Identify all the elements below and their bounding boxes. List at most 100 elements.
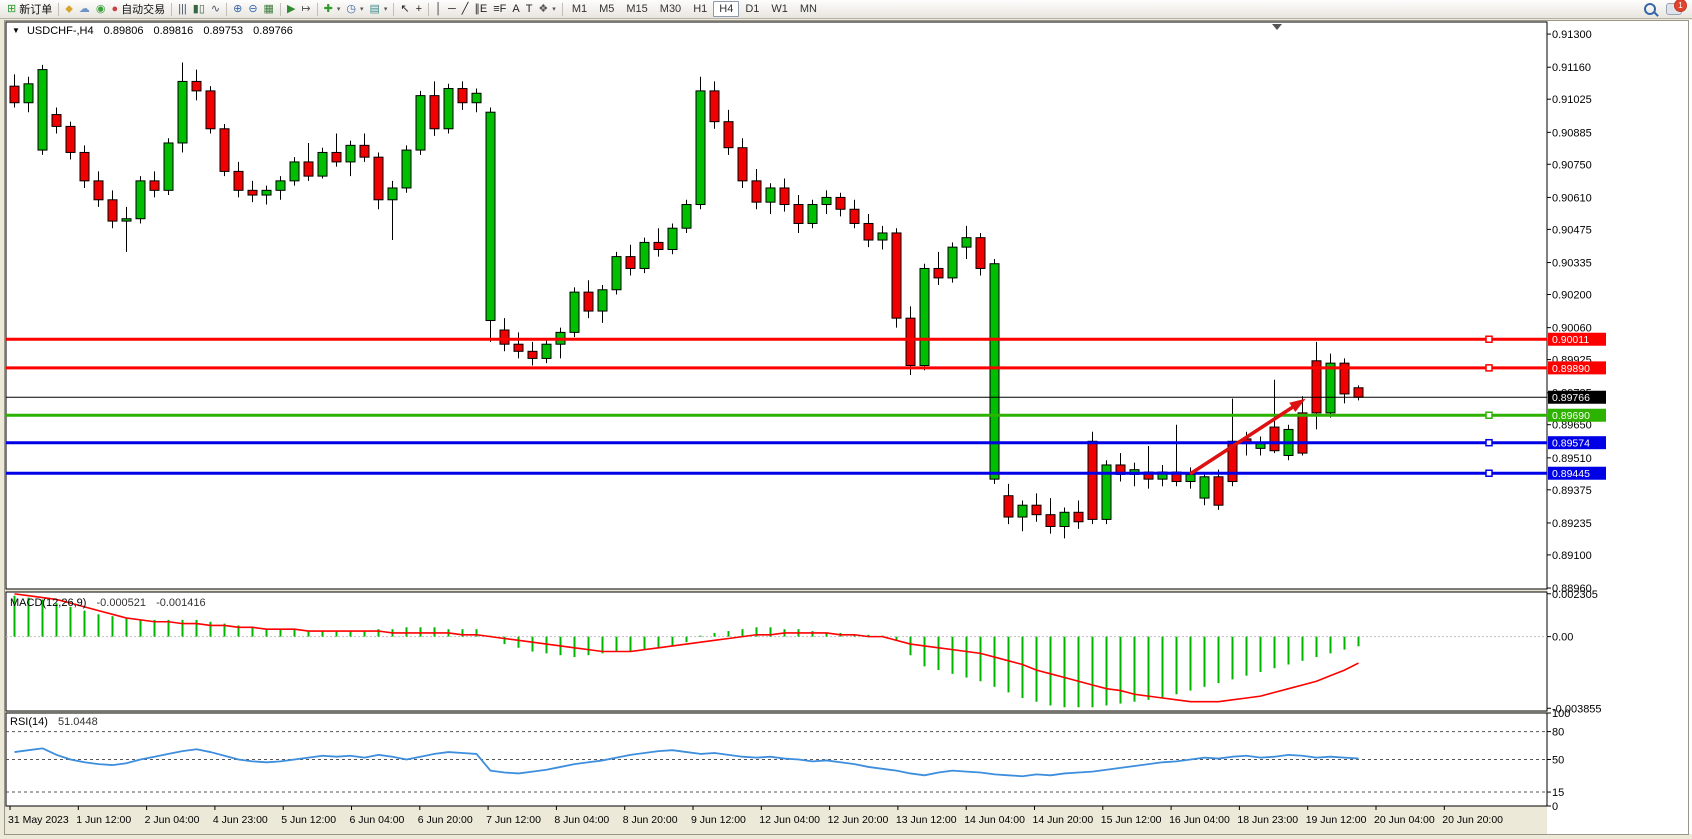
timeframe-h1-button[interactable]: H1	[693, 3, 708, 15]
price-tick-label: 0.90475	[1552, 224, 1592, 236]
candle-bearish	[1297, 396, 1308, 456]
market-watch-button[interactable]: ⬥	[62, 2, 76, 17]
macd-pane[interactable]	[5, 591, 1548, 712]
candle-bearish	[793, 195, 804, 233]
indicators-button[interactable]: ✚ ▾	[321, 2, 344, 17]
time-label: 6 Jun 04:00	[350, 814, 405, 826]
toolbar-separator	[316, 2, 318, 16]
chevron-down-icon: ▾	[383, 6, 388, 13]
main-pane[interactable]	[5, 21, 1548, 590]
candle-bearish	[975, 232, 986, 276]
window-border	[4, 20, 1689, 835]
time-label: 18 Jun 23:00	[1237, 814, 1298, 826]
macd-name: MACD(12,26,9)	[10, 597, 87, 609]
timeframe-m1-button[interactable]: M1	[571, 3, 588, 15]
chart-shift-button[interactable]: ↦	[298, 2, 313, 17]
time-label: 1 Jun 12:00	[76, 814, 131, 826]
chart-window[interactable]: 0.91300 0.91160 0.91025 0.90885 0.90750 0.906…	[0, 19, 1692, 839]
time-label: 5 Jun 12:00	[281, 814, 336, 826]
chart-canvas[interactable]: 0.91300 0.91160 0.91025 0.90885 0.90750 0.906…	[0, 19, 1692, 839]
auto-scroll-button[interactable]: ▶	[284, 2, 298, 17]
zoom-out-button[interactable]: ⊖	[245, 2, 260, 17]
notifications-icon[interactable]: 1	[1666, 0, 1687, 15]
price-tag	[1548, 390, 1606, 404]
toolbar-separator	[58, 2, 60, 16]
data-window-button[interactable]: ☁	[76, 2, 93, 17]
chart-title-open: 0.89806	[103, 25, 144, 37]
candle-bullish	[1199, 472, 1210, 506]
timeframe-d1-button[interactable]: D1	[745, 3, 760, 15]
trend-arrow-head[interactable]	[1289, 398, 1306, 412]
candle-bearish	[583, 280, 594, 319]
candle-bullish	[23, 76, 34, 113]
chart-dropdown-icon[interactable]: ▼	[12, 26, 20, 35]
trendline-button[interactable]: ╱	[459, 2, 472, 17]
timeframe-mn-button[interactable]: MN	[799, 3, 817, 15]
chevron-down-icon: ▾	[359, 6, 364, 13]
level-handle[interactable]	[1485, 411, 1493, 419]
fibonacci-button[interactable]: ≡F	[490, 2, 509, 17]
periods-button[interactable]: ◷ ▾	[343, 2, 366, 17]
periods-icon: ◷	[346, 2, 356, 15]
chart-shift-marker-icon[interactable]	[1272, 24, 1282, 30]
candle-bearish	[1087, 431, 1098, 525]
chart-bars-icon: |||	[178, 2, 187, 15]
shapes-button[interactable]: ❖ ▾	[535, 2, 558, 17]
candle-bearish	[219, 124, 230, 177]
autotrade-button[interactable]: ● 自动交易	[109, 2, 169, 17]
timeframe-h4-button[interactable]: H4	[713, 1, 740, 17]
candle-bearish	[205, 86, 216, 134]
candle-bullish	[471, 88, 482, 113]
chart-candles-button[interactable]: ▮▯	[190, 2, 208, 17]
candle-bullish	[177, 62, 188, 153]
signals-button[interactable]: ◉	[93, 2, 109, 17]
candle-bullish	[121, 206, 132, 252]
level-handle[interactable]	[1485, 335, 1493, 343]
candle-bearish	[1073, 500, 1084, 529]
candle-bearish	[709, 81, 720, 129]
candle-bullish	[569, 287, 580, 338]
toolbar-separator	[171, 2, 173, 16]
text-button[interactable]: A	[509, 2, 522, 17]
search-icon[interactable]	[1644, 3, 1656, 15]
new-order-button[interactable]: ⊞ 新订单	[4, 2, 55, 17]
candle-bullish	[1101, 460, 1112, 525]
tile-windows-button[interactable]: ▦	[261, 2, 277, 17]
vertical-line-icon: │	[435, 2, 442, 15]
trend-arrow[interactable]	[1189, 401, 1300, 476]
price-tick-label: 0.88960	[1552, 583, 1592, 595]
candle-bearish	[51, 107, 62, 134]
time-label: 19 Jun 12:00	[1306, 814, 1367, 826]
text-label-button[interactable]: T	[523, 2, 536, 17]
toolbar-separator	[561, 2, 563, 16]
chart-title-symbol: USDCHF-,H4	[26, 25, 94, 37]
level-handle[interactable]	[1485, 469, 1493, 477]
vertical-line-button[interactable]: │	[432, 2, 445, 17]
crosshair-button[interactable]: +	[413, 2, 425, 17]
zoom-in-button[interactable]: ⊕	[230, 2, 245, 17]
timeframe-m30-button[interactable]: M30	[659, 3, 682, 15]
candle-bearish	[527, 341, 538, 366]
candle-bearish	[191, 69, 202, 101]
chart-bars-button[interactable]: |||	[175, 2, 190, 17]
horizontal-line-button[interactable]: ─	[445, 2, 459, 17]
chart-line-button[interactable]: ∿	[208, 2, 223, 17]
timeframe-m5-button[interactable]: M5	[599, 3, 615, 15]
templates-button[interactable]: ▤ ▾	[366, 2, 390, 17]
candle-bullish	[765, 183, 776, 214]
candle-bullish	[821, 190, 832, 214]
candle-bearish	[303, 142, 314, 181]
crosshair-icon: +	[415, 2, 423, 15]
time-label: 12 Jun 20:00	[828, 814, 889, 826]
cursor-button[interactable]: ↖	[397, 2, 412, 17]
auto-scroll-icon: ▶	[286, 2, 296, 15]
level-handle[interactable]	[1485, 364, 1493, 372]
candle-bearish	[625, 244, 636, 276]
channel-button[interactable]: ∥E	[471, 2, 490, 17]
price-tick-label: 0.91160	[1552, 62, 1591, 74]
level-handle[interactable]	[1485, 438, 1493, 447]
timeframe-w1-button[interactable]: W1	[771, 3, 788, 15]
market-watch-icon: ⬥	[65, 2, 73, 15]
timeframe-m15-button[interactable]: M15	[626, 3, 648, 15]
candle-bearish	[79, 145, 90, 188]
